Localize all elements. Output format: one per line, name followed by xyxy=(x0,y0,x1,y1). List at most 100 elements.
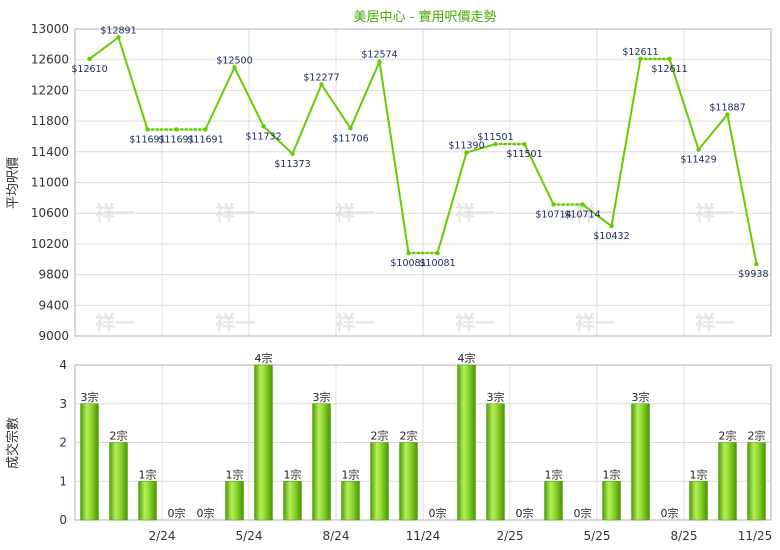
volume-data-label: 3宗 xyxy=(632,390,650,404)
volume-data-label: 1宗 xyxy=(284,467,302,481)
price-data-label: $12277 xyxy=(303,72,339,83)
price-point xyxy=(348,126,353,131)
price-data-label: $11691 xyxy=(158,134,194,145)
watermark-text: 祥一 xyxy=(575,311,615,335)
price-line-segment xyxy=(465,143,497,154)
volume-tick-label: 0 xyxy=(59,513,67,527)
price-point xyxy=(725,112,730,117)
watermark-text: 祥一 xyxy=(455,311,495,335)
price-data-label: $10714 xyxy=(564,209,600,220)
price-data-label: $11691 xyxy=(129,134,165,145)
price-point xyxy=(406,250,411,256)
x-tick-label: 11/25 xyxy=(738,529,773,543)
volume-data-label: 3宗 xyxy=(313,390,331,404)
price-point xyxy=(377,59,382,64)
volume-bar xyxy=(138,481,157,521)
volume-data-label: 0宗 xyxy=(168,506,186,520)
price-point xyxy=(696,147,701,152)
price-point xyxy=(435,250,440,256)
volume-data-label: 4宗 xyxy=(458,351,476,365)
price-tick-label: 12200 xyxy=(31,83,69,97)
volume-tick-label: 3 xyxy=(59,397,67,411)
volume-bar xyxy=(747,442,766,521)
volume-data-label: 0宗 xyxy=(661,506,679,520)
price-data-label: $12500 xyxy=(216,55,252,66)
price-point xyxy=(290,151,295,157)
volume-tick-label: 1 xyxy=(59,474,67,488)
volume-data-label: 0宗 xyxy=(197,506,215,520)
price-line-segment xyxy=(697,113,729,151)
price-data-label: $9938 xyxy=(738,269,768,280)
price-data-label: $12611 xyxy=(651,64,687,75)
x-tick-label: 8/24 xyxy=(323,529,350,543)
volume-data-label: 2宗 xyxy=(719,429,737,443)
volume-bar xyxy=(225,481,244,521)
price-point xyxy=(116,35,121,40)
volume-data-label: 3宗 xyxy=(487,390,505,404)
price-point xyxy=(493,141,498,147)
price-data-label: $10432 xyxy=(593,231,629,242)
volume-bar xyxy=(254,364,273,521)
volume-data-label: 2宗 xyxy=(748,429,766,443)
x-tick-label: 2/24 xyxy=(149,529,176,543)
volume-bar xyxy=(457,364,476,521)
price-point xyxy=(551,202,556,207)
price-chart: 美居中心 - 實用呎價走勢 平均呎價 9000 9400 9800 10200 1060… xyxy=(6,9,772,343)
price-data-label: $11691 xyxy=(187,134,223,145)
volume-bar xyxy=(80,403,99,521)
price-data-label: $10081 xyxy=(390,258,426,269)
price-line-segment xyxy=(88,36,120,60)
price-line-segment xyxy=(436,151,468,255)
price-point xyxy=(638,56,643,62)
price-data-label: $10714 xyxy=(535,209,571,220)
price-point xyxy=(145,127,150,132)
price-data-label: $11706 xyxy=(332,133,368,144)
volume-bar xyxy=(718,442,737,521)
price-data-label: $11429 xyxy=(680,155,716,166)
price-line-segment xyxy=(291,83,323,155)
watermark-text: 祥一 xyxy=(215,311,255,335)
price-point xyxy=(754,261,759,267)
x-tick-label: 8/25 xyxy=(671,529,698,543)
price-point xyxy=(261,124,266,129)
x-tick-label: 5/24 xyxy=(236,529,263,543)
price-tick-label: 12600 xyxy=(31,53,69,67)
volume-data-label: 0宗 xyxy=(574,506,592,520)
price-line-segment xyxy=(349,60,381,130)
volume-bar xyxy=(486,403,505,521)
price-tick-label: 13000 xyxy=(31,22,69,36)
price-point xyxy=(609,223,614,229)
price-line-segment xyxy=(320,83,352,130)
price-tick-label: 11800 xyxy=(31,114,69,128)
price-line-segment xyxy=(117,36,149,131)
price-data-label: $11373 xyxy=(274,159,310,170)
price-line-segment xyxy=(610,57,642,228)
volume-data-label: 3宗 xyxy=(81,390,99,404)
watermark-text: 祥一 xyxy=(95,311,135,335)
price-point xyxy=(667,56,672,62)
price-line-segment xyxy=(378,60,410,255)
volume-bar xyxy=(370,442,389,521)
price-data-label: $11501 xyxy=(477,132,513,143)
volume-data-label: 2宗 xyxy=(110,429,128,443)
price-tick-label: 10200 xyxy=(31,237,69,251)
x-tick-label: 2/25 xyxy=(497,529,524,543)
price-data-label: $12574 xyxy=(361,50,397,61)
price-line-segment xyxy=(581,203,613,228)
volume-bar xyxy=(341,481,360,521)
volume-data-label: 1宗 xyxy=(342,467,360,481)
price-line-segment xyxy=(523,143,555,206)
price-tick-label: 9400 xyxy=(38,298,69,312)
price-data-label: $12891 xyxy=(100,25,136,36)
price-tick-label: 9800 xyxy=(38,268,69,282)
price-data-label: $11501 xyxy=(506,149,542,160)
chart-title: 美居中心 - 實用呎價走勢 xyxy=(354,9,497,25)
price-point xyxy=(319,82,324,87)
volume-bar xyxy=(544,481,563,521)
price-data-label: $12610 xyxy=(71,64,107,75)
price-line-segment xyxy=(204,66,236,131)
price-tick-label: 10600 xyxy=(31,206,69,220)
volume-data-label: 0宗 xyxy=(516,506,534,520)
price-point xyxy=(580,202,585,207)
